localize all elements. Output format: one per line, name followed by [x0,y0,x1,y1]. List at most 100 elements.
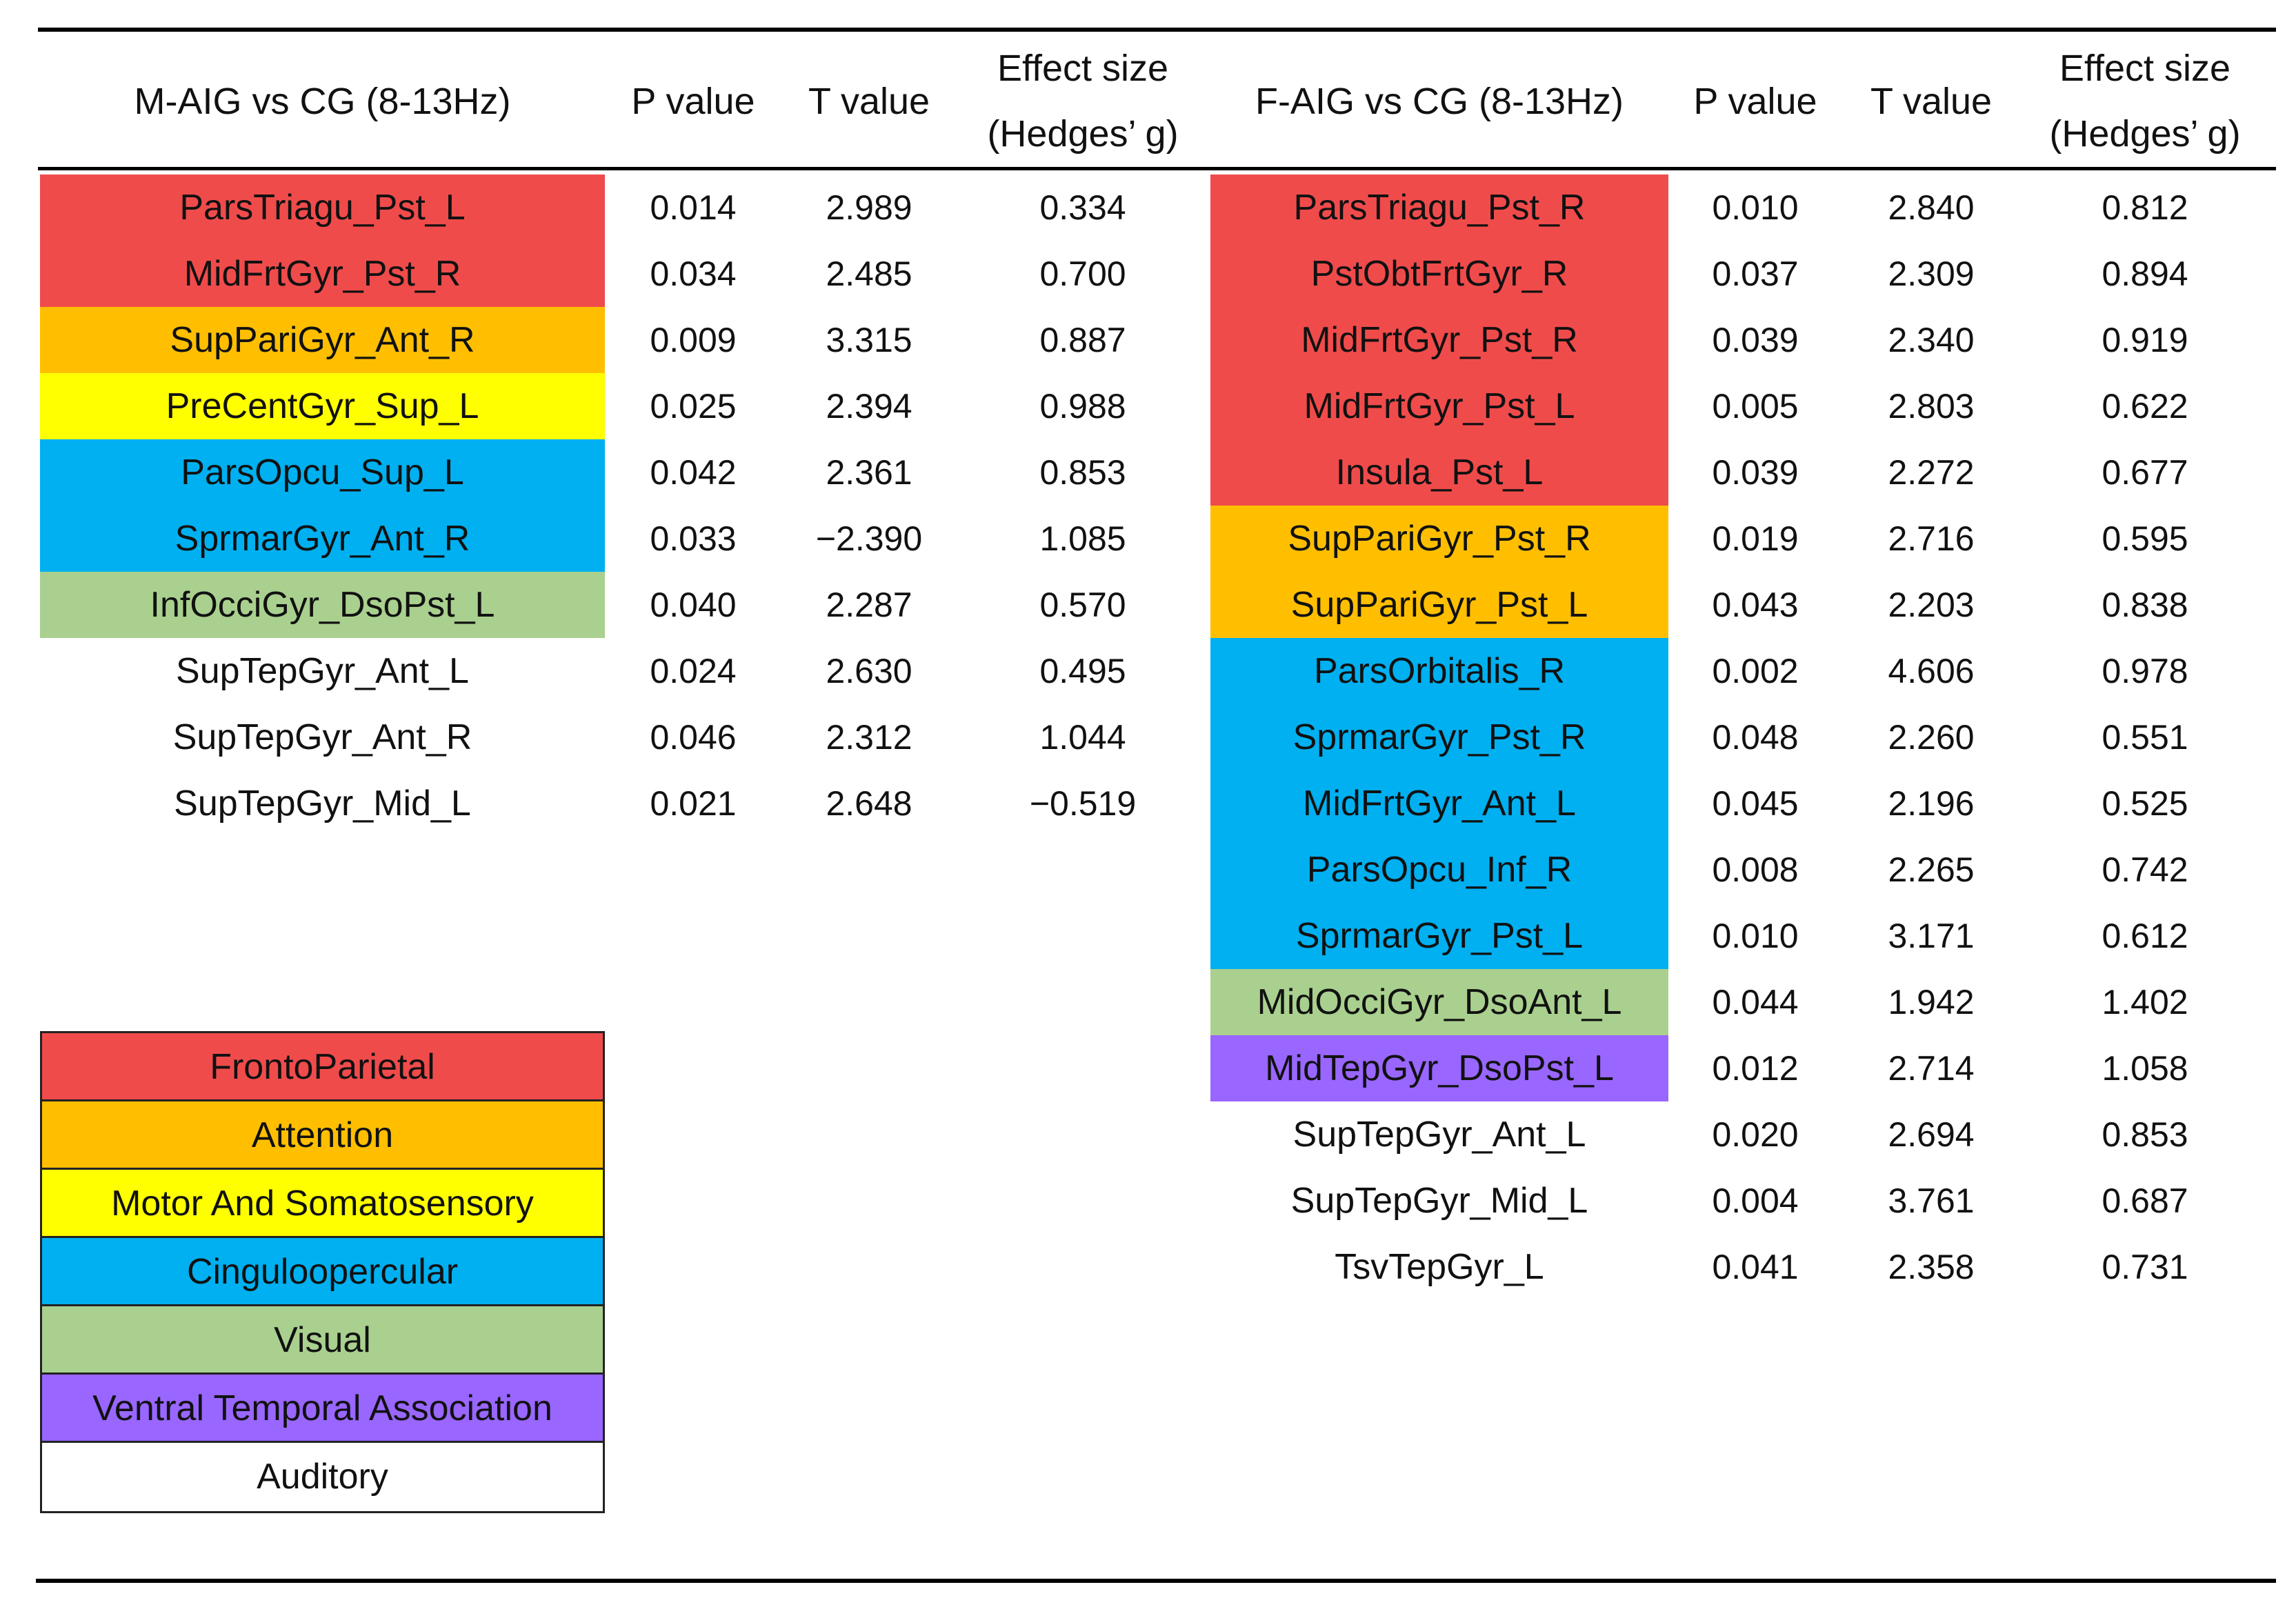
region-cell: SupPariGyr_Pst_R [1210,506,1668,572]
t-value-cell: 3.315 [826,321,912,359]
effect-size-cell: 1.085 [1039,519,1126,558]
left-header-region: M-AIG vs CG (8-13Hz) [134,81,511,122]
right-header-region: F-AIG vs CG (8-13Hz) [1255,81,1624,122]
effect-size-cell: 0.838 [2102,586,2188,624]
p-value-cell: 0.040 [650,586,737,624]
t-value-cell: 2.260 [1888,718,1975,757]
p-value-cell: 0.005 [1712,387,1799,426]
effect-size-cell: 0.525 [2102,784,2188,823]
left-header-effect-line2: (Hedges’ g) [987,113,1179,154]
region-cell: PstObtFrtGyr_R [1210,241,1668,307]
effect-size-cell: 1.044 [1039,718,1126,757]
region-cell: ParsTriagu_Pst_R [1210,174,1668,241]
t-value-cell: 2.358 [1888,1248,1975,1286]
right-header-t: T value [1870,81,1993,122]
t-value-cell: 2.803 [1888,387,1975,426]
p-value-cell: 0.039 [1712,453,1799,492]
network-legend: FrontoParietal Attention Motor And Somatos… [40,1031,605,1513]
effect-size-cell: 0.570 [1039,586,1126,624]
region-cell: ParsOpcu_Inf_R [1210,837,1668,903]
t-value-cell: 2.340 [1888,321,1975,359]
p-value-cell: 0.008 [1712,850,1799,889]
region-cell: SupTepGyr_Ant_L [176,651,469,691]
region-cell: SupPariGyr_Ant_R [40,307,605,373]
region-cell: MidFrtGyr_Ant_L [1210,770,1668,837]
region-cell: MidFrtGyr_Pst_R [40,241,605,307]
left-header-effect-line1: Effect size [997,48,1169,89]
p-value-cell: 0.042 [650,453,737,492]
left-header-p: P value [631,81,755,122]
legend-item: Attention [42,1101,603,1170]
t-value-cell: 2.840 [1888,188,1975,227]
t-value-cell: −2.390 [815,519,923,558]
right-header-effect-line1: Effect size [2059,48,2231,89]
region-cell: MidTepGyr_DsoPst_L [1210,1035,1668,1101]
p-value-cell: 0.004 [1712,1181,1799,1220]
region-cell: SupPariGyr_Pst_L [1210,572,1668,638]
p-value-cell: 0.044 [1712,983,1799,1021]
p-value-cell: 0.045 [1712,784,1799,823]
effect-size-cell: 0.334 [1039,188,1126,227]
p-value-cell: 0.010 [1712,188,1799,227]
region-cell: TsvTepGyr_L [1335,1247,1544,1287]
top-rule [38,28,2276,32]
t-value-cell: 2.312 [826,718,912,757]
region-cell: PreCentGyr_Sup_L [40,373,605,439]
p-value-cell: 0.024 [650,652,737,690]
effect-size-cell: 0.978 [2102,652,2188,690]
t-value-cell: 2.630 [826,652,912,690]
p-value-cell: 0.025 [650,387,737,426]
t-value-cell: 2.272 [1888,453,1975,492]
t-value-cell: 2.716 [1888,519,1975,558]
region-cell: SupTepGyr_Ant_R [172,717,472,757]
p-value-cell: 0.033 [650,519,737,558]
left-header-t: T value [808,81,930,122]
t-value-cell: 2.361 [826,453,912,492]
p-value-cell: 0.043 [1712,586,1799,624]
p-value-cell: 0.002 [1712,652,1799,690]
effect-size-cell: 1.058 [2102,1049,2188,1088]
region-cell: SprmarGyr_Ant_R [40,506,605,572]
p-value-cell: 0.034 [650,254,737,293]
region-cell: MidFrtGyr_Pst_L [1210,373,1668,439]
effect-size-cell: 0.700 [1039,254,1126,293]
region-cell: SupTepGyr_Ant_L [1292,1115,1586,1155]
bottom-rule [36,1579,2276,1583]
legend-item: FrontoParietal [42,1033,603,1101]
effect-size-cell: 0.677 [2102,453,2188,492]
effect-size-cell: 0.687 [2102,1181,2188,1220]
t-value-cell: 2.265 [1888,850,1975,889]
region-cell: ParsTriagu_Pst_L [40,174,605,241]
t-value-cell: 2.309 [1888,254,1975,293]
p-value-cell: 0.039 [1712,321,1799,359]
effect-size-cell: 1.402 [2102,983,2188,1021]
p-value-cell: 0.021 [650,784,737,823]
t-value-cell: 2.196 [1888,784,1975,823]
t-value-cell: 3.171 [1888,917,1975,955]
t-value-cell: 3.761 [1888,1181,1975,1220]
legend-item: Visual [42,1306,603,1375]
p-value-cell: 0.014 [650,188,737,227]
t-value-cell: 2.694 [1888,1115,1975,1154]
t-value-cell: 4.606 [1888,652,1975,690]
p-value-cell: 0.046 [650,718,737,757]
effect-size-cell: 0.853 [1039,453,1126,492]
t-value-cell: 2.989 [826,188,912,227]
effect-size-cell: 0.988 [1039,387,1126,426]
effect-size-cell: 0.742 [2102,850,2188,889]
t-value-cell: 2.287 [826,586,912,624]
t-value-cell: 1.942 [1888,983,1975,1021]
p-value-cell: 0.019 [1712,519,1799,558]
region-cell: InfOcciGyr_DsoPst_L [40,572,605,638]
effect-size-cell: 0.551 [2102,718,2188,757]
p-value-cell: 0.009 [650,321,737,359]
t-value-cell: 2.394 [826,387,912,426]
legend-item: Ventral Temporal Association [42,1375,603,1443]
legend-item: Motor And Somatosensory [42,1170,603,1238]
region-cell: MidFrtGyr_Pst_R [1210,307,1668,373]
t-value-cell: 2.714 [1888,1049,1975,1088]
effect-size-cell: −0.519 [1029,784,1137,823]
p-value-cell: 0.020 [1712,1115,1799,1154]
region-cell: Insula_Pst_L [1210,439,1668,506]
header-rule [38,167,2276,170]
